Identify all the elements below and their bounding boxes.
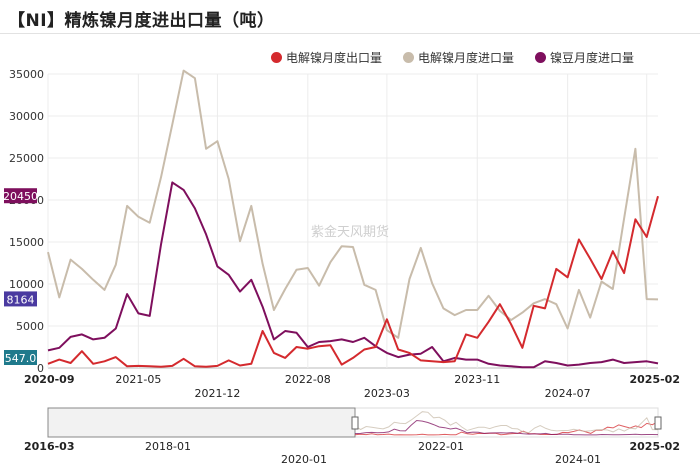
- y-tick-label: 30000: [9, 110, 44, 123]
- end-value-label: 20450: [3, 190, 38, 203]
- end-value-badge: [4, 188, 37, 204]
- legend-item-import[interactable]: 电解镍月度进口量: [403, 49, 514, 66]
- legend-label-import: 电解镍月度进口量: [418, 51, 515, 65]
- page-title: 【NI】精炼镍月度进出口量（吨）: [8, 11, 275, 31]
- end-value-badge: [4, 291, 37, 307]
- x-tick-label: 2020-09: [24, 373, 75, 386]
- watermark: 紫金天风期货: [311, 224, 389, 240]
- navigator-line: [354, 419, 659, 436]
- navigator-line: [354, 421, 659, 436]
- y-tick-label: 35000: [9, 68, 44, 81]
- navigator-tick-label: 2018-01: [145, 440, 191, 453]
- navigator-start-label: 2016-03: [24, 440, 75, 453]
- legend-export-dot-icon: [271, 52, 282, 63]
- x-tick-label: 2023-03: [364, 387, 410, 400]
- x-tick-label: 2022-08: [285, 373, 331, 386]
- x-tick-label: 2021-12: [194, 387, 240, 400]
- y-tick-label: 5000: [16, 320, 44, 333]
- x-tick-label: 2024-07: [545, 387, 591, 400]
- legend-bean-dot-icon: [535, 52, 546, 63]
- navigator-tick-label: 2020-01: [281, 453, 327, 466]
- end-value-label: 547.0: [5, 352, 37, 365]
- legend-label-export: 电解镍月度出口量: [286, 51, 383, 65]
- navigator-masked-range: [47, 407, 356, 438]
- series-line-bean: [47, 181, 659, 369]
- grid-layer: 35000300002500020000150001000050000: [9, 68, 658, 375]
- series-line-import: [47, 69, 659, 339]
- legend-item-bean[interactable]: 镍豆月度进口量: [535, 49, 634, 66]
- x-axis: 2020-09 2021-05 2022-08 2023-11 2025-02 2021-…: [24, 373, 680, 400]
- navigator-tick-label: 2024-01: [555, 453, 601, 466]
- series-layer: [47, 69, 659, 369]
- navigator-line: [354, 411, 658, 434]
- title-divider: [0, 33, 700, 34]
- legend-label-bean: 镍豆月度进口量: [550, 51, 635, 65]
- x-tick-label: 2023-11: [454, 373, 500, 386]
- x-tick-label: 2021-05: [115, 373, 161, 386]
- legend-import-dot-icon: [403, 52, 414, 63]
- y-tick-label: 25000: [9, 152, 44, 165]
- navigator-tick-label: 2022-01: [418, 440, 464, 453]
- navigator: 2016-03 2025-02 2018-01 2022-01 2020-01 2024-…: [24, 407, 681, 466]
- y-tick-label: 15000: [9, 236, 44, 249]
- navigator-right-handle: [654, 416, 662, 430]
- legend-item-export[interactable]: 电解镍月度出口量: [271, 49, 382, 66]
- series-line-export: [47, 195, 659, 368]
- x-tick-label: 2025-02: [630, 373, 681, 386]
- navigator-left-handle: [351, 416, 359, 430]
- end-value-label: 8164: [7, 293, 35, 306]
- y-tick-label: 0: [37, 362, 44, 375]
- navigator-end-label: 2025-02: [630, 440, 681, 453]
- y-tick-label: 10000: [9, 278, 44, 291]
- end-value-badge: [4, 350, 37, 365]
- end-value-badges: 20450 8164 547.0: [3, 188, 38, 365]
